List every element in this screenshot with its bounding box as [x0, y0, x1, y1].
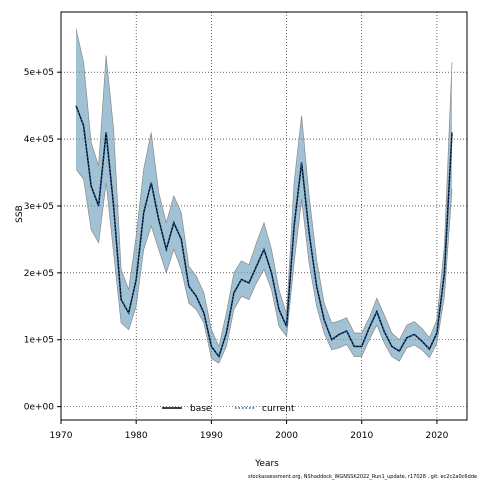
y-tick-label-4: 4e+05 [24, 135, 54, 145]
y-tick-label-3: 3e+05 [24, 202, 54, 212]
legend-label-current: current [262, 404, 295, 414]
x-tick-label-2020: 2020 [425, 431, 448, 441]
confidence-band-lower-edge [75, 168, 453, 364]
ticks-layer: 1970 1980 1990 2000 2010 2020 0e+00 1e+05 2e+05 3… [24, 68, 449, 441]
x-tick-label-1970: 1970 [50, 431, 73, 441]
y-tick-label-5: 5e+05 [24, 68, 54, 78]
x-tick-label-1980: 1980 [125, 431, 148, 441]
y-tick-label-2: 2e+05 [24, 269, 54, 279]
series-line-current [75, 105, 453, 359]
confidence-band [76, 28, 452, 364]
legend-label-base: base [190, 404, 212, 414]
footnote: stockassessment.org, NShaddock_WGNSSK202… [248, 474, 477, 480]
x-tick-label-2010: 2010 [350, 431, 373, 441]
grid-layer [60, 12, 467, 420]
legend: base current [162, 404, 295, 414]
y-tick-label-0: 0e+00 [24, 403, 55, 413]
confidence-band-upper-edge [75, 28, 453, 348]
y-axis-label: SSB [15, 205, 25, 223]
series-layer [75, 105, 453, 359]
x-tick-label-2000: 2000 [275, 431, 298, 441]
x-axis-label: Years [254, 459, 279, 469]
plot-frame [60, 11, 468, 421]
y-tick-label-1: 1e+05 [24, 336, 54, 346]
x-tick-label-1990: 1990 [200, 431, 223, 441]
